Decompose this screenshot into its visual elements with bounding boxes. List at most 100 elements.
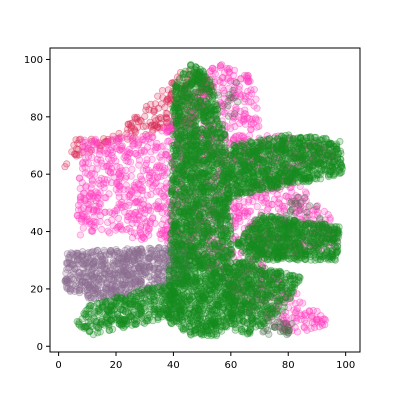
data-point [308, 142, 316, 150]
data-point [300, 194, 309, 202]
data-point [211, 118, 219, 126]
data-point [222, 273, 230, 281]
data-point [268, 200, 276, 209]
data-point [208, 225, 216, 233]
data-point [218, 173, 226, 181]
data-point [191, 254, 200, 262]
data-point [154, 204, 162, 212]
data-point [166, 249, 175, 257]
data-point [197, 148, 205, 157]
data-point [114, 134, 123, 142]
data-point [178, 121, 186, 129]
data-point [147, 121, 155, 130]
data-point [186, 71, 194, 79]
data-point [184, 196, 192, 204]
data-point [138, 177, 146, 185]
data-point [305, 211, 313, 219]
data-point [177, 117, 185, 125]
data-point [158, 100, 166, 108]
data-point [190, 113, 198, 121]
data-point [179, 85, 187, 93]
data-point [145, 203, 153, 211]
data-point [280, 245, 288, 253]
data-point [158, 157, 166, 165]
data-point [76, 194, 85, 202]
data-point [173, 212, 182, 220]
data-point [213, 262, 221, 270]
data-point [71, 150, 79, 158]
series-0-points [61, 67, 217, 171]
data-point [72, 152, 81, 160]
data-point [178, 97, 186, 105]
data-point [199, 78, 207, 86]
data-point [203, 90, 211, 98]
data-point [171, 92, 179, 100]
data-point [174, 227, 182, 235]
data-point [171, 191, 179, 199]
data-point [167, 96, 175, 104]
data-point [195, 168, 203, 176]
data-point [310, 320, 319, 328]
data-point [251, 287, 259, 296]
data-point [159, 202, 167, 210]
data-point [181, 253, 189, 261]
data-point [229, 113, 237, 121]
data-point [204, 100, 212, 108]
data-point [114, 223, 123, 231]
data-point [137, 235, 146, 243]
data-point [266, 237, 274, 245]
data-point [136, 116, 144, 124]
data-point [76, 135, 85, 143]
data-point [240, 225, 248, 233]
data-point [220, 231, 228, 239]
data-point [327, 238, 335, 246]
data-point [117, 173, 125, 181]
data-point [247, 207, 255, 215]
data-point [200, 144, 209, 152]
data-point [153, 123, 162, 131]
data-point [209, 208, 217, 216]
data-point [263, 206, 271, 214]
data-point [124, 135, 132, 143]
data-point [284, 172, 292, 180]
data-point [161, 226, 169, 234]
data-point [131, 127, 139, 135]
data-point [178, 161, 186, 169]
data-point [232, 202, 241, 210]
data-point [252, 157, 260, 165]
data-point [126, 158, 135, 166]
data-point [247, 223, 255, 231]
data-point [119, 146, 127, 154]
data-point [91, 135, 100, 143]
data-point [261, 271, 270, 279]
data-point [147, 191, 155, 199]
data-point [126, 120, 134, 128]
data-point [309, 306, 317, 315]
data-point [194, 112, 202, 120]
plot-area [61, 61, 346, 340]
data-point [274, 205, 283, 213]
data-point [159, 193, 168, 201]
data-point [68, 148, 76, 156]
data-point [221, 186, 229, 194]
data-point [86, 146, 95, 154]
data-point [137, 245, 145, 253]
data-point [202, 77, 210, 85]
data-point [245, 161, 253, 169]
data-point [207, 82, 215, 90]
data-point [181, 82, 189, 90]
data-point [238, 91, 246, 99]
data-point [102, 140, 110, 148]
data-point [165, 209, 173, 217]
data-point [167, 90, 175, 99]
data-point [112, 157, 120, 165]
data-point [150, 106, 158, 114]
data-point [199, 87, 207, 96]
data-point [170, 78, 178, 87]
data-point [203, 85, 211, 94]
data-point [223, 75, 231, 83]
data-point [226, 212, 234, 221]
data-point [180, 88, 189, 96]
data-point [99, 163, 107, 171]
data-point [301, 239, 309, 247]
